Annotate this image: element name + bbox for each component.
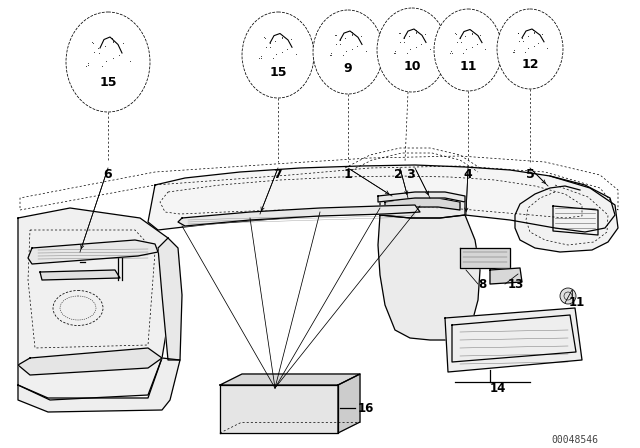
Polygon shape [385,198,460,210]
Polygon shape [445,308,582,372]
Polygon shape [378,192,465,202]
Text: 15: 15 [99,76,116,89]
Text: 5: 5 [525,168,534,181]
Polygon shape [380,196,465,218]
Circle shape [560,288,576,304]
Text: 4: 4 [463,168,472,181]
Polygon shape [338,374,360,433]
Text: 15: 15 [269,66,287,79]
Polygon shape [28,240,158,264]
Polygon shape [460,248,510,268]
Polygon shape [18,208,175,400]
Text: 11: 11 [460,60,477,73]
Polygon shape [378,215,480,340]
Text: 9: 9 [344,62,352,75]
Polygon shape [490,268,522,284]
Text: 6: 6 [104,168,112,181]
Polygon shape [515,176,618,252]
Text: 14: 14 [490,382,506,395]
Text: 2 3: 2 3 [394,168,416,181]
Polygon shape [148,165,615,232]
Ellipse shape [497,9,563,89]
Text: 13: 13 [508,277,524,290]
Polygon shape [18,348,162,375]
Text: 1: 1 [344,168,353,181]
Ellipse shape [377,8,447,92]
Text: 11: 11 [569,297,585,310]
Text: 8: 8 [478,277,486,290]
Ellipse shape [242,12,314,98]
Text: 7: 7 [274,168,282,181]
Polygon shape [40,270,120,280]
Polygon shape [18,358,180,412]
Polygon shape [220,374,360,385]
Text: 12: 12 [521,59,539,72]
Text: 16: 16 [358,401,374,414]
Ellipse shape [66,12,150,112]
Polygon shape [178,205,420,226]
Ellipse shape [313,10,383,94]
Polygon shape [158,238,182,360]
Polygon shape [220,385,338,433]
Text: 10: 10 [403,60,420,73]
Ellipse shape [434,9,502,91]
Text: 00048546: 00048546 [552,435,598,445]
